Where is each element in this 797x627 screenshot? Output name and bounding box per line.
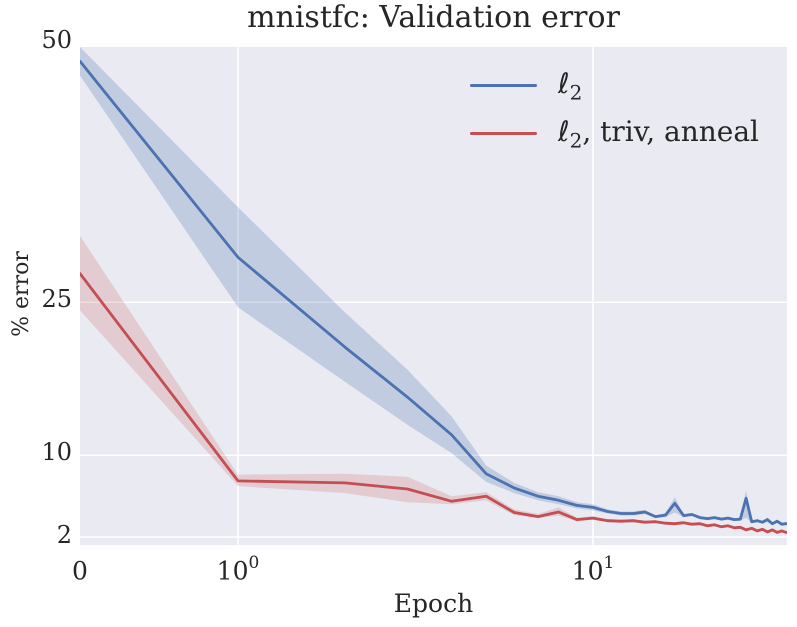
legend-line-red xyxy=(470,132,537,135)
x-tick-0-base: 0 xyxy=(72,556,88,586)
x-tick-1e1-exp: 1 xyxy=(603,553,615,573)
series-line-red xyxy=(80,272,787,534)
y-tick-10: 10 xyxy=(41,438,72,466)
x-tick-1e0-base: 10 xyxy=(216,556,249,586)
x-tick-1e0-exp: 0 xyxy=(248,553,260,573)
confidence-band-blue xyxy=(80,47,787,526)
plot-svg xyxy=(80,47,787,545)
legend-label-l2-triv-anneal-rest: , triv, anneal xyxy=(582,115,759,148)
series-line-blue xyxy=(80,59,787,526)
y-tick-2: 2 xyxy=(56,521,72,549)
legend-line-blue xyxy=(470,84,537,87)
x-tick-1e1-base: 10 xyxy=(571,556,604,586)
legend-label-l2: ℓ2 xyxy=(558,67,582,103)
y-tick-25: 25 xyxy=(41,285,72,313)
legend-label-l2-triv-anneal-symbol: ℓ xyxy=(558,115,570,148)
x-tick-0: 0 xyxy=(35,551,125,585)
legend-label-l2-sub: 2 xyxy=(569,80,583,105)
confidence-band-red xyxy=(80,235,787,534)
legend-label-l2-symbol: ℓ xyxy=(558,67,570,100)
chart-title: mnistfc: Validation error xyxy=(247,0,620,35)
plot-area xyxy=(80,47,787,545)
x-axis-label: Epoch xyxy=(393,589,474,618)
legend-label-l2-triv-anneal-sub: 2 xyxy=(569,128,583,153)
legend-label-l2-triv-anneal: ℓ2, triv, anneal xyxy=(558,115,759,151)
y-axis-label: % error xyxy=(9,251,34,337)
x-tick-1e0: 100 xyxy=(193,551,283,585)
x-tick-1e1: 101 xyxy=(548,551,638,585)
y-tick-50: 50 xyxy=(41,26,72,54)
